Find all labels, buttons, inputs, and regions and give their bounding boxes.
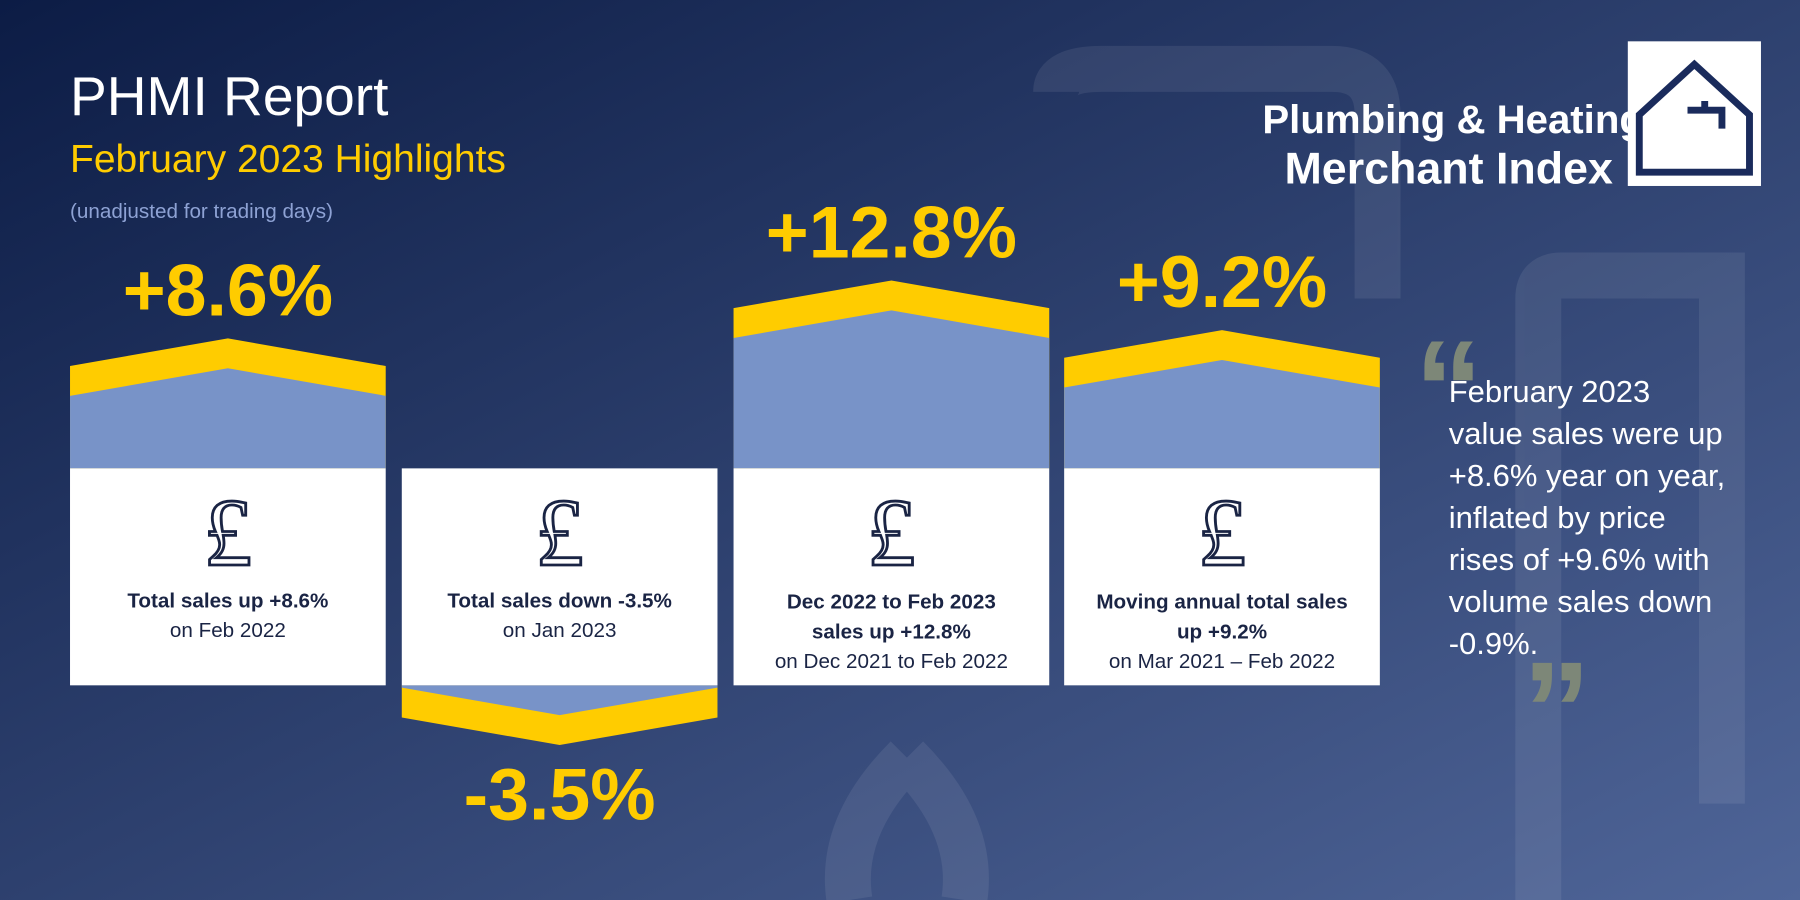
card-subtitle: on Dec 2021 to Feb 2022: [775, 650, 1008, 673]
value-label: +9.2%: [1117, 240, 1327, 323]
card: [70, 468, 386, 686]
quote-line: volume sales down: [1449, 584, 1713, 619]
card: [401, 468, 718, 686]
card-title: sales up +12.8%: [812, 620, 971, 643]
quote-line: -0.9%.: [1449, 626, 1539, 661]
bar: [733, 310, 1050, 469]
value-label: +12.8%: [766, 191, 1017, 274]
bar: [401, 685, 718, 716]
bar: [1064, 360, 1380, 469]
logo-house: [1635, 59, 1753, 176]
logo-line: Merchant Index: [1285, 144, 1613, 194]
quote-line: rises of +9.6% with: [1449, 542, 1710, 577]
card-subtitle: on Jan 2023: [503, 619, 617, 642]
card-icon: £: [536, 479, 584, 586]
card-title: Dec 2022 to Feb 2023: [787, 590, 996, 613]
title: PHMI Report: [70, 65, 388, 127]
card-title: Total sales down -3.5%: [447, 589, 672, 612]
logo-line: Plumbing & Heating: [1262, 97, 1643, 142]
quote-close: ”: [1522, 634, 1591, 788]
subtitle: February 2023 Highlights: [70, 138, 506, 181]
quote-line: +8.6% year on year,: [1449, 458, 1725, 493]
logo: Plumbing & Heating Merchant Index: [1262, 41, 1761, 194]
card: [1064, 468, 1380, 686]
card-title: Total sales up +8.6%: [127, 589, 328, 612]
card-subtitle: on Feb 2022: [170, 619, 286, 642]
card-title: Moving annual total sales: [1096, 590, 1347, 613]
quote-line: February 2023: [1449, 374, 1651, 409]
value-label: -3.5%: [464, 753, 656, 836]
card-title: up +9.2%: [1177, 620, 1267, 643]
card-icon: £: [1198, 479, 1246, 586]
logo-tap: [1687, 101, 1726, 129]
quote-line: value sales were up: [1449, 416, 1723, 451]
card-icon: £: [204, 479, 252, 586]
card: [733, 468, 1050, 686]
bar: [70, 368, 386, 469]
card-subtitle: on Mar 2021 – Feb 2022: [1109, 650, 1335, 673]
value-label: +8.6%: [123, 248, 333, 331]
card-icon: £: [867, 479, 915, 586]
quote-open: “: [1414, 312, 1483, 466]
quote-line: inflated by price: [1449, 500, 1666, 535]
note: (unadjusted for trading days): [70, 200, 333, 223]
background-pipes: [824, 45, 1745, 900]
